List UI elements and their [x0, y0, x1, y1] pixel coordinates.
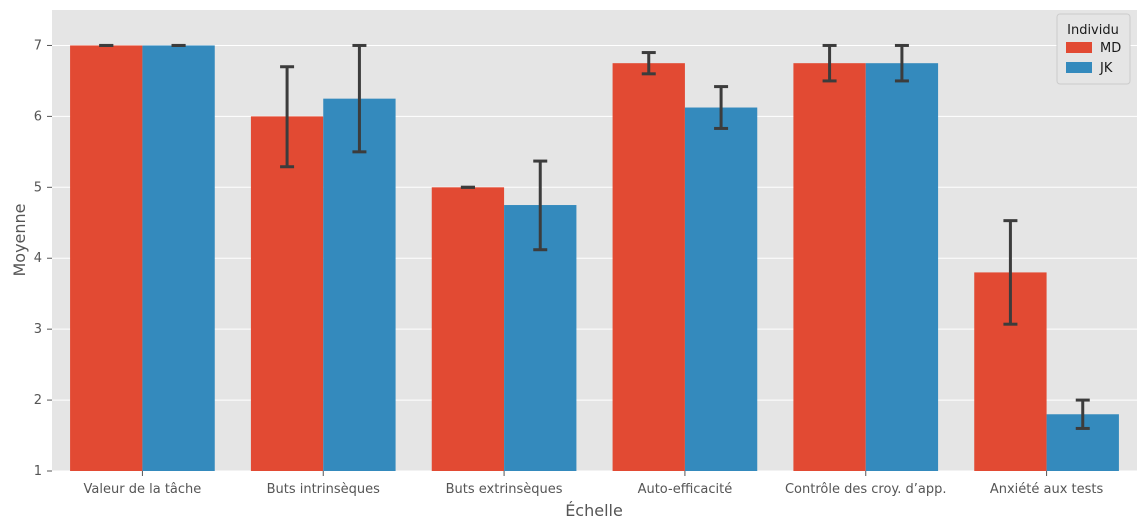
y-tick-label-5: 5 [34, 180, 42, 195]
y-axis-ticks: 1 2 3 4 5 6 7 [34, 38, 52, 479]
bar-jk-0 [142, 45, 215, 471]
bar-md-2 [431, 187, 505, 472]
legend-title: Individu [1067, 23, 1119, 38]
bar-md-3 [612, 63, 685, 471]
y-axis-label: Moyenne [10, 203, 29, 276]
x-tick-label-0: Valeur de la tâche [84, 482, 202, 497]
x-axis-label: Échelle [565, 501, 623, 520]
grid-lines [52, 44, 1137, 472]
y-tick-label-7: 7 [34, 38, 42, 53]
bar-jk-1 [323, 98, 396, 472]
bar-jk-4 [865, 63, 939, 471]
legend-label-jk: JK [1099, 61, 1113, 76]
x-axis-ticks: Valeur de la tâche Buts intrinsèques Buts … [84, 471, 1104, 497]
bar-md-4 [793, 63, 866, 471]
x-tick-label-5: Anxiété aux tests [990, 482, 1104, 497]
x-tick-label-3: Auto-efficacité [638, 482, 733, 497]
legend-label-md: MD [1100, 41, 1121, 56]
legend: Individu MD JK [1056, 13, 1131, 85]
bar-md-0 [70, 45, 143, 471]
bar-md-1 [250, 116, 324, 471]
y-tick-label-4: 4 [34, 251, 42, 266]
y-tick-label-1: 1 [34, 464, 42, 479]
bar-jk-3 [684, 107, 758, 472]
error-bars [99, 43, 1090, 430]
legend-swatch-jk [1066, 62, 1092, 73]
x-tick-label-2: Buts extrinsèques [446, 482, 563, 497]
legend-swatch-md [1066, 42, 1092, 53]
plot-background [52, 10, 1137, 471]
y-tick-label-6: 6 [34, 109, 42, 124]
x-tick-label-4: Contrôle des croy. d’app. [785, 482, 947, 497]
y-tick-label-3: 3 [34, 322, 42, 337]
x-tick-label-1: Buts intrinsèques [267, 482, 381, 497]
y-tick-label-2: 2 [34, 393, 42, 408]
bars [70, 45, 1119, 472]
